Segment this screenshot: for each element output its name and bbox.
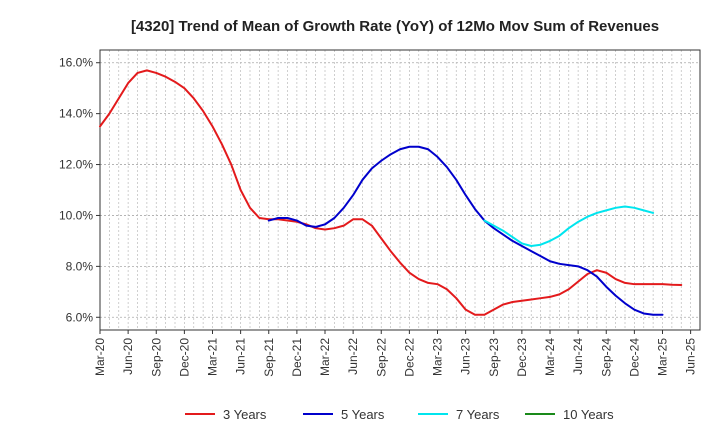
x-tick-label: Jun-23 <box>459 338 473 375</box>
series-line-3-years <box>99 69 683 316</box>
legend: 3 Years 5 Years 7 Years 10 Years <box>185 407 614 422</box>
legend-label: 5 Years <box>341 407 385 422</box>
x-tick-label: Sep-20 <box>149 338 163 377</box>
x-tick-label: Dec-22 <box>402 338 416 377</box>
x-tick-label: Jun-24 <box>571 338 585 375</box>
x-tick-label: Sep-21 <box>262 338 276 377</box>
x-tick-label: Jun-21 <box>234 338 248 375</box>
x-tick-label: Jun-20 <box>121 338 135 375</box>
x-tick-label: Mar-22 <box>318 338 332 376</box>
legend-label: 10 Years <box>563 407 614 422</box>
x-axis: Mar-20 Jun-20 Sep-20 Dec-20 Mar-21 Jun-21 Sep-… <box>93 330 698 377</box>
x-tick-label: Mar-25 <box>656 338 670 376</box>
x-tick-label: Mar-20 <box>93 338 107 376</box>
x-tick-label: Dec-24 <box>627 338 641 377</box>
series-line-5-years <box>267 145 664 316</box>
x-tick-label: Dec-20 <box>177 338 191 377</box>
x-tick-label: Dec-23 <box>515 338 529 377</box>
legend-label: 7 Years <box>456 407 500 422</box>
x-tick-label: Mar-23 <box>431 338 445 376</box>
series-line-7-years <box>483 205 655 247</box>
y-tick-label: 8.0% <box>66 259 94 273</box>
grid <box>100 50 700 330</box>
x-tick-label: Jun-22 <box>346 338 360 375</box>
chart-title: [4320] Trend of Mean of Growth Rate (YoY… <box>131 18 659 35</box>
y-tick-label: 14.0% <box>59 107 93 121</box>
x-tick-label: Dec-21 <box>290 338 304 377</box>
y-axis: 6.0% 8.0% 10.0% 12.0% 14.0% 16.0% <box>59 56 100 324</box>
series-group <box>99 69 683 316</box>
x-tick-label: Jun-25 <box>684 338 698 375</box>
x-tick-label: Sep-22 <box>374 338 388 377</box>
y-tick-label: 12.0% <box>59 158 93 172</box>
y-tick-label: 6.0% <box>66 310 94 324</box>
x-tick-label: Mar-24 <box>543 338 557 376</box>
x-tick-label: Mar-21 <box>206 338 220 376</box>
plot-area <box>99 49 701 331</box>
x-tick-label: Sep-23 <box>487 338 501 377</box>
y-tick-label: 16.0% <box>59 56 93 70</box>
x-tick-label: Sep-24 <box>599 338 613 377</box>
y-tick-label: 10.0% <box>59 208 93 222</box>
legend-label: 3 Years <box>223 407 267 422</box>
